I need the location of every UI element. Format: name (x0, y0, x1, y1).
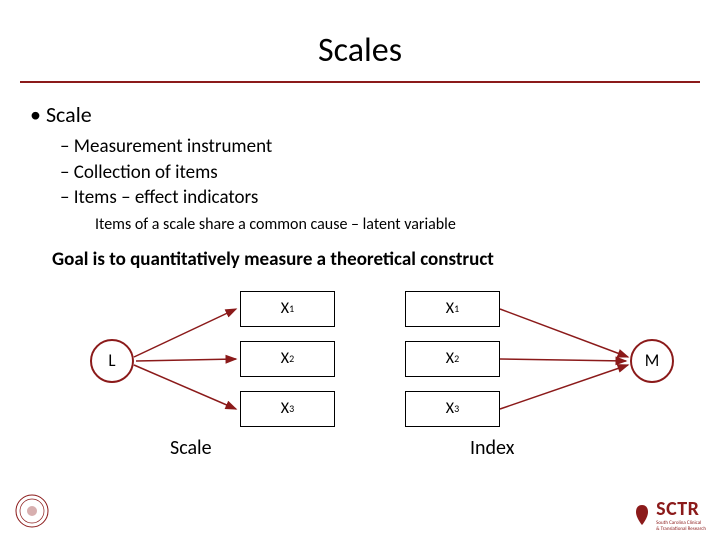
sctr-sub2: & Translational Research (656, 527, 706, 533)
index-label: Index (470, 436, 514, 460)
bullet-collection: Collection of items (60, 160, 690, 186)
latent-node-m: M (630, 339, 674, 383)
index-box-x1: X1 (405, 291, 500, 327)
footer-sctr-logo: SCTR South Carolina Clinical & Translati… (632, 497, 706, 532)
index-box-x2: X2 (405, 341, 500, 377)
scale-box-x2: X2 (240, 341, 335, 377)
bullet-items: Items – effect indicators (60, 185, 690, 211)
scale-label: Scale (170, 436, 212, 460)
goal-statement: Goal is to quantitatively measure a theo… (52, 248, 690, 271)
content-area: Scale Measurement instrument Collection … (0, 83, 720, 456)
latent-node-l: L (90, 339, 134, 383)
index-box-x3: X3 (405, 391, 500, 427)
scale-box-x1: X1 (240, 291, 335, 327)
bullet-scale: Scale (30, 101, 690, 128)
scale-index-diagram: L M X1 X2 X3 X1 X2 X3 Scale Index (30, 281, 690, 456)
sctr-text: SCTR (656, 497, 706, 521)
scale-box-x3: X3 (240, 391, 335, 427)
bullet-measurement: Measurement instrument (60, 134, 690, 160)
note-latent: Items of a scale share a common cause – … (95, 215, 690, 234)
footer-seal (14, 493, 50, 534)
slide-title: Scales (0, 0, 720, 81)
